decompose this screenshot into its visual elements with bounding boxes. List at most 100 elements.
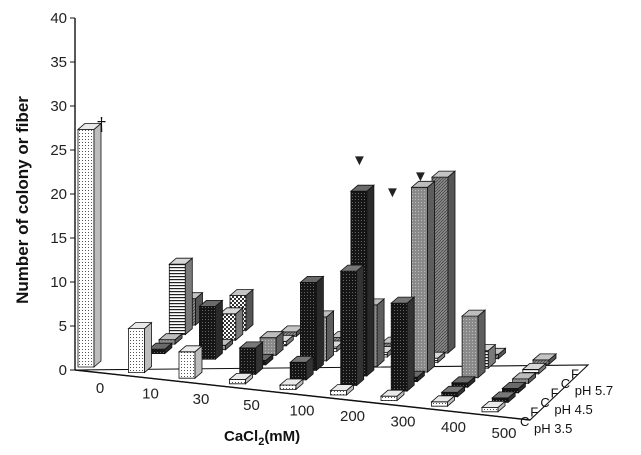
bar-top-face (450, 376, 476, 384)
bar (259, 330, 285, 357)
bar-front-face (168, 263, 186, 336)
bar (450, 375, 476, 389)
y-tick-label: 35 (50, 54, 67, 71)
x-tick-label: 30 (193, 391, 210, 408)
bar-top-face (379, 389, 406, 397)
row-type-label: F (530, 404, 538, 419)
y-tick-label: 15 (50, 230, 67, 247)
bar-side-face (214, 299, 223, 361)
bar-front-face (340, 270, 358, 386)
bar-top-face (289, 355, 315, 363)
y-tick-label: 20 (50, 186, 67, 203)
bar-side-face (477, 309, 486, 379)
bar-top-face (177, 345, 204, 353)
bar-top-face (480, 400, 507, 408)
bar-top-face (501, 381, 527, 389)
bar (430, 170, 457, 354)
bar-top-face (198, 299, 224, 307)
x-tick-label: 300 (390, 414, 415, 431)
bar (430, 394, 456, 408)
bar-front-face (330, 390, 347, 396)
row-type-label: C (520, 414, 529, 429)
x-tick-label: 200 (340, 408, 365, 425)
bar (480, 400, 507, 413)
x-ticks: 0 10 30 50 100 200 300 400 500 (96, 380, 517, 442)
y-tick-label: 0 (59, 362, 67, 379)
bar (127, 321, 153, 374)
bar (521, 362, 547, 375)
bar (531, 353, 558, 366)
x-axis-title: CaCl2(mM) (224, 428, 300, 448)
row-ph-label: pH 5.7 (575, 383, 613, 398)
bar (147, 342, 173, 355)
x-tick-label: 100 (289, 402, 314, 419)
bar-side-face (93, 122, 102, 368)
bar-front-face (481, 406, 499, 413)
bar-top-face (430, 170, 457, 178)
bar-front-face (229, 378, 246, 385)
bar-top-face (390, 296, 416, 304)
bar-top-face (238, 341, 264, 349)
axes-frame (74, 18, 590, 421)
bar-top-face (278, 378, 305, 386)
row-type-label: C (540, 395, 549, 410)
y-tick-label: 30 (50, 98, 67, 115)
row-ph-label: pH 4.5 (554, 402, 592, 417)
bar-side-face (376, 298, 385, 368)
row-ph-label: pH 3.5 (534, 421, 572, 436)
bar (491, 391, 517, 404)
row-type-label: C (561, 376, 570, 391)
bar-top-face (299, 275, 325, 283)
row-type-label: F (571, 366, 579, 381)
bar (289, 355, 315, 381)
bar-side-face (144, 321, 152, 374)
bar-front-face (77, 128, 95, 368)
bar-top-face (76, 123, 103, 130)
x-axis-title-unit: (mM) (264, 428, 300, 445)
bar-top-face (410, 180, 436, 188)
bar (177, 344, 204, 380)
bar (410, 180, 436, 373)
bar (379, 389, 406, 402)
y-ticks: 0 5 10 15 20 25 30 35 40 (50, 10, 75, 379)
bar (238, 341, 264, 376)
bar-top-face (329, 384, 355, 392)
bar (278, 378, 305, 391)
bar (511, 372, 537, 385)
bar-top-face (531, 353, 558, 361)
bar (299, 275, 325, 372)
bar-front-face (279, 384, 297, 390)
x-tick-label: 10 (142, 386, 159, 403)
bar-top-face (349, 184, 375, 192)
bar (440, 385, 466, 398)
triangle-marker-300a: ▼ (385, 184, 400, 201)
bar-front-face (380, 395, 398, 402)
x-tick-label: 500 (491, 425, 516, 442)
bar-top-face (127, 322, 153, 330)
bar-side-face (245, 288, 254, 332)
y-tick-label: 25 (50, 142, 67, 159)
bar (168, 257, 194, 336)
bar-top-face (440, 385, 466, 393)
bar-side-face (315, 275, 324, 372)
y-axis-title: Number of colony or fiber (13, 96, 32, 304)
bar-front-face (431, 401, 448, 407)
y-tick-label: 40 (50, 10, 67, 27)
bar-top-face (259, 331, 285, 339)
bars (76, 122, 558, 413)
row-type-label: F (551, 385, 559, 400)
bar-side-face (326, 310, 335, 362)
bar-top-face (430, 395, 456, 403)
bar-top-face (218, 307, 244, 315)
bar-top-face (461, 309, 487, 317)
bar-side-face (366, 184, 375, 377)
bar-top-face (158, 333, 184, 341)
bar (329, 383, 355, 396)
x-tick-label: 50 (243, 397, 260, 414)
bar-side-face (427, 180, 436, 373)
bar-top-face (168, 257, 194, 265)
bar-side-face (184, 257, 193, 336)
bar-front-face (128, 328, 145, 374)
